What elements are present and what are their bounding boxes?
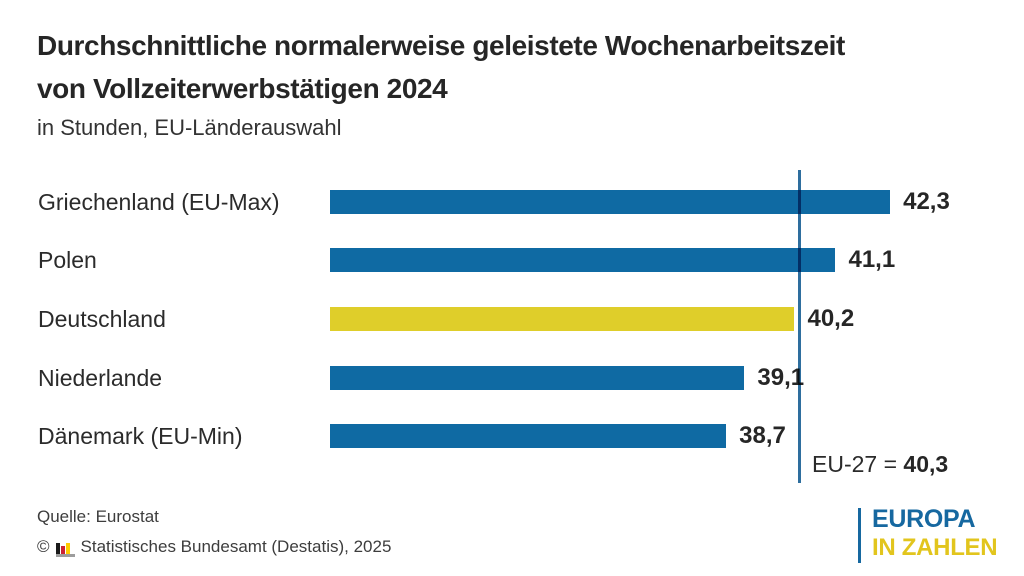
chart-row-daenemark: Dänemark (EU-Min) 38,7 [0,420,1024,452]
value-label: 38,7 [739,422,786,449]
value-label: 41,1 [848,246,896,273]
value-label: 40,2 [807,305,855,332]
icon-bar-black [55,543,60,554]
copyright-note: © Statistisches Bundesamt (Destatis), 20… [37,537,391,557]
category-label: Griechenland (EU-Max) [38,189,280,215]
icon-bar-red [60,546,65,554]
logo-vertical-bar [858,508,861,563]
value-label: 39,1 [757,364,805,391]
chart-subtitle: in Stunden, EU-Länderauswahl [37,115,342,140]
chart-row-deutschland: Deutschland 40,2 [0,303,1024,335]
copyright-text: Statistisches Bundesamt (Destatis), 2025 [80,537,392,556]
bar-niederlande [330,366,745,390]
chart-title-line1: Durchschnittliche normalerweise geleiste… [37,30,845,61]
source-note: Quelle: Eurostat [37,507,159,526]
logo-line1: EUROPA [872,505,976,533]
value-label: 42,3 [903,188,950,215]
logo-line2: IN ZAHLEN [872,534,998,561]
chart-row-polen: Polen 41,1 [0,244,1024,276]
bar-daenemark [330,424,727,448]
icon-base-line [55,554,75,557]
bar-griechenland [330,190,891,214]
eu27-reference-line [797,170,801,483]
category-label: Dänemark (EU-Min) [38,423,243,449]
chart-area: Griechenland (EU-Max) 42,3 Polen 41,1 De… [0,160,1024,490]
copyright-symbol: © [37,537,50,556]
chart-title-line2: von Vollzeiterwerbstätigen 2024 [37,73,448,104]
chart-row-niederlande: Niederlande 39,1 [0,362,1024,394]
category-label: Polen [38,247,97,273]
eu27-label-prefix: EU-27 = [812,451,904,477]
bar-polen [330,248,836,272]
bar-deutschland-highlight [330,307,795,331]
chart-row-griechenland: Griechenland (EU-Max) 42,3 [0,186,1024,218]
category-label: Niederlande [38,365,163,391]
destatis-bars-icon [55,540,75,557]
category-label: Deutschland [38,306,166,332]
icon-bar-gold [65,543,70,554]
eu27-reference-label: EU-27 = 40,3 [812,451,948,478]
eu27-label-value: 40,3 [903,451,949,477]
